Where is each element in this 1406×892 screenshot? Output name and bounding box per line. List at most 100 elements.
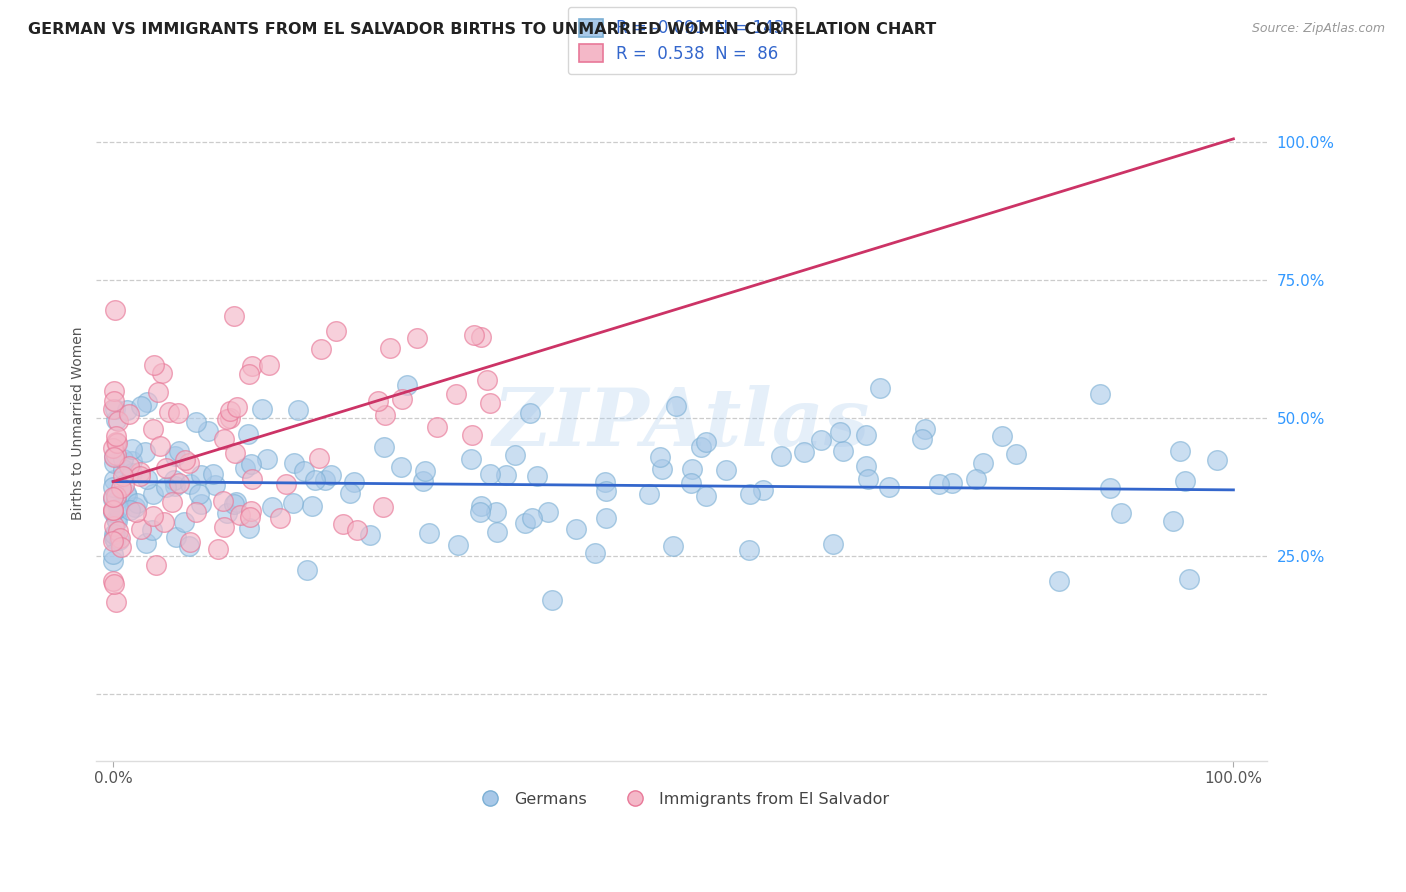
Point (714, 463, 737, 477)
Point (478, 467, 501, 481)
Point (877, 480, 900, 494)
Point (239, 510, 262, 524)
Point (165, 530, 187, 544)
Point (224, 446, 246, 460)
Point (283, 456, 305, 470)
Point (108, 533, 131, 547)
Point (858, 472, 880, 486)
Point (638, 487, 661, 501)
Point (118, 407, 141, 421)
Point (101, 503, 124, 517)
Point (681, 462, 703, 476)
Point (112, 462, 135, 476)
Point (104, 527, 127, 541)
Point (229, 508, 252, 522)
Point (690, 440, 713, 454)
Point (460, 452, 482, 467)
Point (378, 341, 401, 355)
Point (513, 516, 536, 531)
Point (224, 497, 246, 511)
Point (695, 489, 717, 503)
Point (107, 501, 129, 516)
Point (475, 373, 498, 387)
Point (1206, 452, 1229, 467)
Point (134, 445, 156, 459)
Point (190, 497, 212, 511)
Point (869, 381, 891, 395)
Point (446, 538, 468, 552)
Point (738, 542, 761, 557)
Point (110, 540, 132, 554)
Point (972, 456, 994, 470)
Point (104, 448, 127, 462)
Point (108, 531, 131, 545)
Point (250, 402, 273, 417)
Point (650, 450, 672, 464)
Point (793, 445, 815, 459)
Point (121, 442, 143, 456)
Point (426, 419, 449, 434)
Point (225, 495, 247, 509)
Point (595, 484, 617, 499)
Point (332, 516, 354, 531)
Point (281, 496, 304, 510)
Point (226, 401, 249, 415)
Point (413, 464, 436, 478)
Point (115, 485, 138, 500)
Point (103, 401, 125, 416)
Point (665, 399, 688, 413)
Point (103, 526, 125, 541)
Point (738, 487, 761, 501)
Text: ZIPAtlas: ZIPAtlas (494, 384, 870, 462)
Point (145, 558, 167, 572)
Point (821, 537, 844, 551)
Point (832, 443, 855, 458)
Point (173, 515, 195, 529)
Point (201, 467, 224, 482)
Point (662, 539, 685, 553)
Point (105, 436, 128, 450)
Point (374, 409, 396, 423)
Point (105, 512, 128, 526)
Point (103, 519, 125, 533)
Point (141, 523, 163, 537)
Point (256, 451, 278, 466)
Point (163, 478, 186, 492)
Point (103, 547, 125, 561)
Point (391, 392, 413, 407)
Point (103, 574, 125, 588)
Point (105, 434, 128, 449)
Point (541, 593, 564, 607)
Point (412, 474, 434, 488)
Point (651, 462, 673, 476)
Point (503, 448, 526, 462)
Point (121, 454, 143, 468)
Point (163, 473, 186, 487)
Point (830, 425, 852, 439)
Point (184, 505, 207, 519)
Point (991, 429, 1014, 443)
Point (103, 394, 125, 409)
Point (105, 412, 128, 426)
Point (215, 411, 238, 425)
Point (177, 456, 200, 470)
Point (215, 506, 238, 520)
Point (260, 500, 283, 514)
Point (110, 481, 132, 495)
Point (207, 541, 229, 556)
Point (526, 468, 548, 483)
Point (304, 473, 326, 487)
Point (135, 536, 157, 550)
Point (136, 473, 159, 487)
Point (444, 387, 467, 401)
Point (103, 531, 125, 545)
Point (295, 563, 318, 577)
Point (101, 441, 124, 455)
Point (112, 478, 135, 492)
Point (174, 453, 197, 467)
Point (105, 493, 128, 508)
Point (911, 432, 934, 446)
Point (470, 330, 492, 344)
Point (187, 487, 209, 501)
Point (238, 367, 260, 381)
